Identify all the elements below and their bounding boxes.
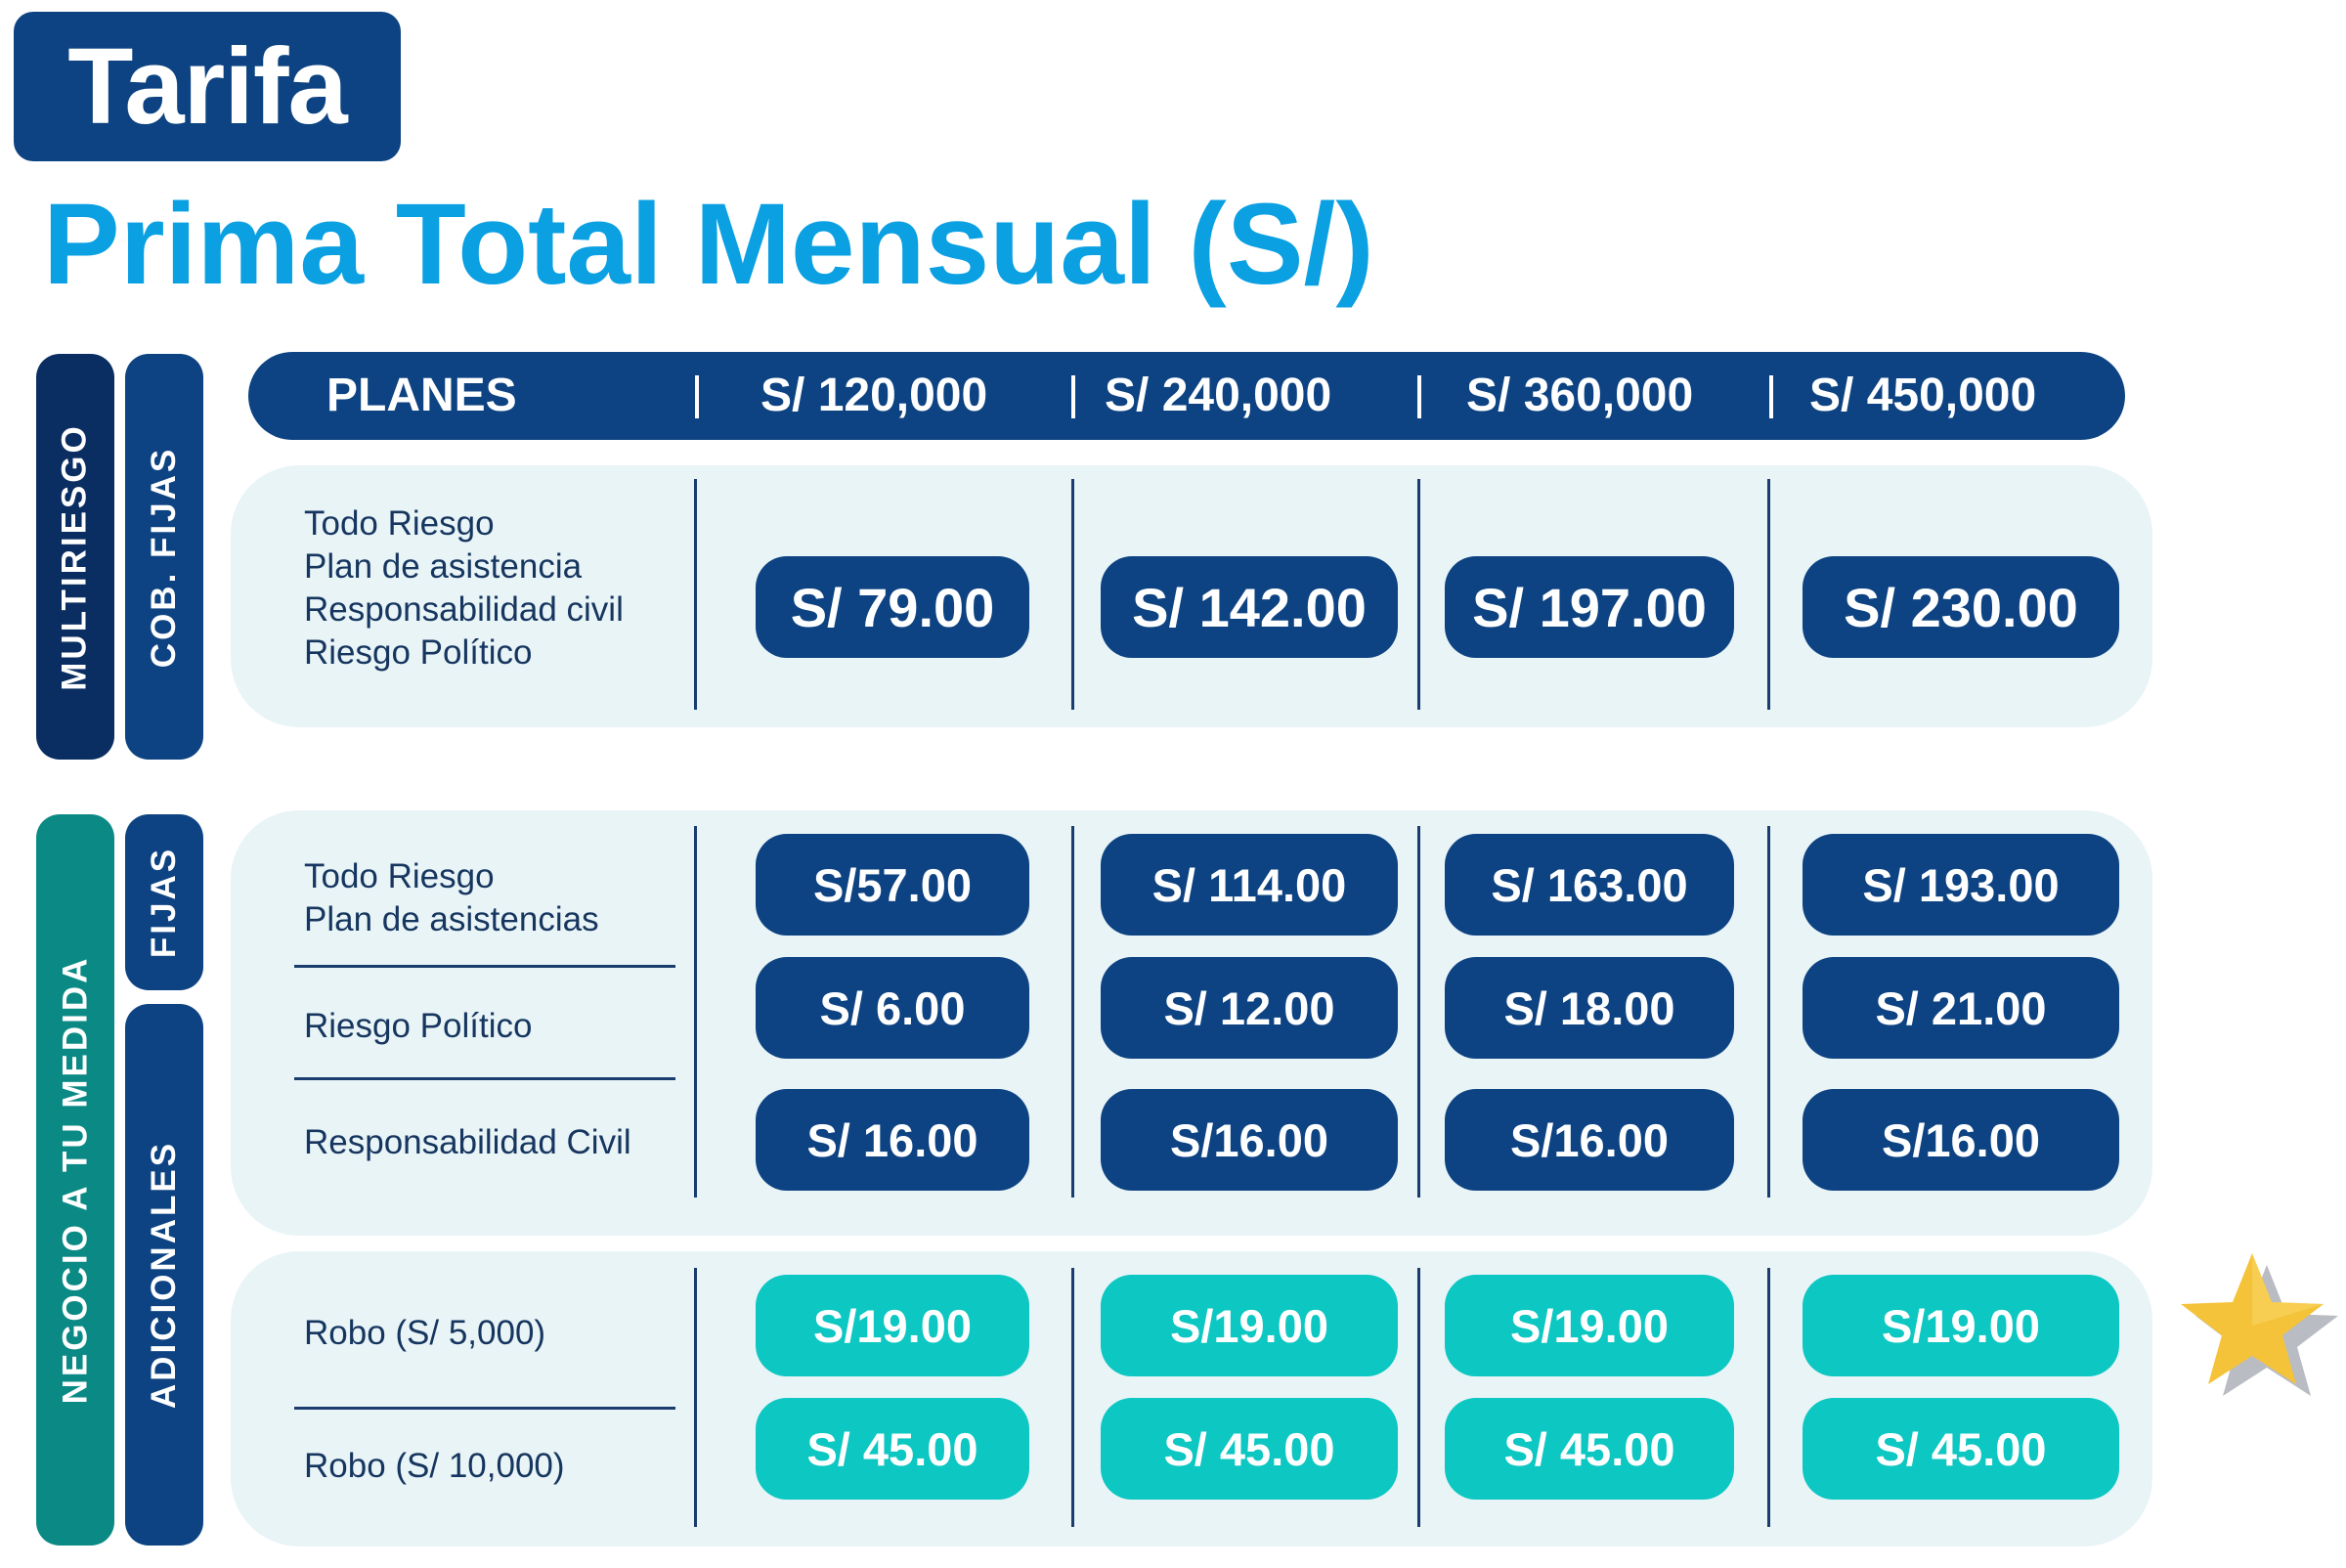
column-divider (1071, 479, 1074, 710)
coverage-label: Riesgo Político (304, 1007, 533, 1045)
negocio-side-label: NEGOCIO A TU MEDIDA (36, 814, 114, 1546)
price-pill: S/ 114.00 (1101, 834, 1398, 936)
multiriesgo-coverage-list: Todo Riesgo Plan de asistencia Responsab… (304, 502, 624, 675)
price-pill: S/ 45.00 (756, 1398, 1029, 1500)
price-pill: S/ 45.00 (1803, 1398, 2119, 1500)
price-pill: S/ 12.00 (1101, 957, 1398, 1059)
coverage-item: Plan de asistencias (304, 900, 599, 938)
column-divider (1767, 479, 1770, 710)
column-divider (694, 826, 697, 1198)
coverage-item: Riesgo Político (304, 633, 533, 672)
price-pill: S/19.00 (756, 1275, 1029, 1376)
header-separator (1071, 375, 1075, 418)
column-header: S/ 450,000 (1809, 370, 2037, 421)
page-title: Prima Total Mensual (S/) (43, 180, 1374, 309)
column-divider (1071, 1268, 1074, 1527)
column-divider (1767, 826, 1770, 1198)
coverage-label: Robo (S/ 10,000) (304, 1447, 565, 1485)
multiriesgo-text: MULTIRIESGO (56, 422, 94, 691)
coverage-item: Plan de asistencia (304, 547, 583, 586)
column-divider (694, 479, 697, 710)
plans-header-bar: PLANES S/ 120,000 S/ 240,000 S/ 360,000 … (248, 352, 2125, 440)
price-pill: S/19.00 (1101, 1275, 1398, 1376)
price-pill: S/ 18.00 (1445, 957, 1734, 1059)
star-icon (2181, 1253, 2338, 1396)
coverage-item: Responsabilidad civil (304, 590, 624, 629)
cob-fijas-text: COB. FIJAS (145, 446, 184, 668)
column-header: S/ 120,000 (760, 370, 988, 421)
column-divider (1417, 479, 1420, 710)
price-pill: S/ 142.00 (1101, 556, 1398, 658)
coverage-item: Todo Riesgo (304, 504, 495, 543)
column-divider (1417, 826, 1420, 1198)
price-pill: S/ 79.00 (756, 556, 1029, 658)
price-pill: S/ 197.00 (1445, 556, 1734, 658)
price-pill: S/19.00 (1445, 1275, 1734, 1376)
negocio-text: NEGOCIO A TU MEDIDA (56, 955, 95, 1405)
price-pill: S/16.00 (1101, 1089, 1398, 1191)
column-divider (1417, 1268, 1420, 1527)
tarifa-tag: Tarifa (14, 12, 401, 161)
price-pill: S/ 230.00 (1803, 556, 2119, 658)
price-pill: S/ 163.00 (1445, 834, 1734, 936)
adicionales-side-label: ADICIONALES (125, 1004, 203, 1546)
price-pill: S/19.00 (1803, 1275, 2119, 1376)
planes-header: PLANES (326, 370, 517, 421)
price-pill: S/ 193.00 (1803, 834, 2119, 936)
row-divider (294, 965, 675, 968)
cob-fijas-side-label: COB. FIJAS (125, 354, 203, 760)
column-header: S/ 360,000 (1466, 370, 1694, 421)
price-pill: S/ 6.00 (756, 957, 1029, 1059)
price-pill: S/16.00 (1445, 1089, 1734, 1191)
coverage-item: Todo Riesgo (304, 857, 495, 895)
column-divider (1071, 826, 1074, 1198)
fijas-text: FIJAS (145, 846, 184, 959)
header-separator (1769, 375, 1773, 418)
fijas-side-label: FIJAS (125, 814, 203, 990)
price-pill: S/ 16.00 (756, 1089, 1029, 1191)
row-divider (294, 1077, 675, 1080)
price-pill: S/ 45.00 (1101, 1398, 1398, 1500)
header-separator (1417, 375, 1421, 418)
coverage-label: Todo Riesgo Plan de asistencias (304, 855, 599, 941)
price-pill: S/16.00 (1803, 1089, 2119, 1191)
multiriesgo-side-label: MULTIRIESGO (36, 354, 114, 760)
column-header: S/ 240,000 (1105, 370, 1332, 421)
price-pill: S/ 45.00 (1445, 1398, 1734, 1500)
column-divider (1767, 1268, 1770, 1527)
coverage-label: Responsabilidad Civil (304, 1123, 631, 1161)
header-separator (695, 375, 699, 418)
price-pill: S/ 21.00 (1803, 957, 2119, 1059)
adicionales-text: ADICIONALES (145, 1140, 183, 1410)
row-divider (294, 1407, 675, 1410)
column-divider (694, 1268, 697, 1527)
price-pill: S/57.00 (756, 834, 1029, 936)
coverage-label: Robo (S/ 5,000) (304, 1314, 546, 1352)
